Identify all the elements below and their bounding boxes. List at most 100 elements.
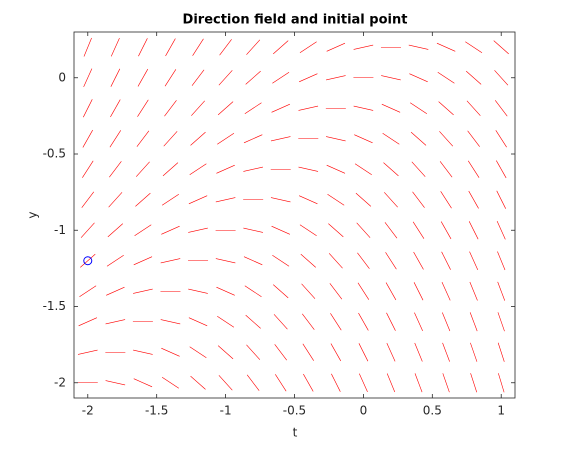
field-segment: [354, 163, 372, 176]
field-segment: [496, 221, 506, 240]
field-segment: [470, 342, 478, 362]
field-segment: [414, 373, 423, 393]
field-segment: [137, 99, 149, 117]
field-segment: [437, 71, 455, 84]
field-segment: [410, 102, 428, 115]
field-segment: [497, 281, 506, 301]
field-segment: [188, 195, 208, 205]
x-tick-label: -1: [220, 404, 232, 418]
field-segment: [272, 71, 290, 84]
field-segment: [217, 345, 234, 360]
field-segment: [497, 312, 505, 332]
field-segment: [246, 374, 260, 391]
field-segment: [270, 136, 291, 142]
field-segment: [189, 346, 207, 359]
field-segment: [215, 197, 236, 203]
field-segment: [275, 374, 287, 392]
field-segment: [106, 286, 125, 296]
field-segment: [246, 344, 261, 360]
field-segment: [191, 100, 205, 116]
field-segment: [273, 40, 289, 55]
field-segment: [439, 161, 453, 178]
field-segment: [469, 312, 478, 332]
field-segment: [161, 225, 180, 235]
field-segment: [134, 224, 152, 237]
field-segment: [386, 373, 396, 393]
y-tick-label: -1.5: [43, 299, 66, 313]
field-segment: [381, 75, 401, 81]
field-segment: [469, 251, 479, 270]
field-segment: [133, 256, 153, 266]
initial-point: [83, 256, 93, 266]
field-segment: [382, 132, 400, 145]
field-segment: [188, 288, 208, 294]
field-segment: [243, 166, 263, 172]
field-segment: [408, 44, 429, 50]
field-segment: [192, 38, 204, 56]
y-tick-label: -0.5: [43, 147, 66, 161]
x-tick-label: 1: [497, 404, 505, 418]
field-segment: [383, 162, 399, 177]
field-segment: [138, 38, 148, 57]
x-tick-label: -1.5: [145, 404, 168, 418]
field-segment: [80, 222, 95, 238]
field-segment: [80, 253, 96, 268]
field-segment: [494, 100, 508, 117]
field-segment: [217, 132, 235, 145]
field-segment: [497, 251, 506, 271]
field-segment: [136, 130, 150, 147]
field-segment: [105, 380, 126, 386]
field-segment: [106, 254, 124, 267]
field-segment: [218, 375, 233, 391]
field-segment: [216, 286, 235, 296]
field-segment: [493, 40, 509, 55]
field-segment: [109, 161, 122, 178]
field-segment: [440, 191, 452, 209]
field-segment: [81, 191, 95, 208]
field-segment: [189, 163, 207, 176]
x-tick-label: -0.5: [283, 404, 306, 418]
field-segment: [356, 222, 371, 238]
field-segment: [190, 131, 206, 146]
field-segment: [467, 160, 480, 178]
field-segment: [160, 258, 181, 264]
field-segment: [326, 42, 346, 52]
field-segment: [135, 161, 150, 177]
field-segment: [299, 41, 317, 54]
field-segment: [274, 344, 287, 361]
field-segment: [219, 39, 232, 56]
field-segment: [465, 41, 483, 54]
field-segment: [215, 258, 236, 264]
x-tick-label: 0.5: [423, 404, 442, 418]
field-segment: [137, 68, 149, 87]
field-segment: [107, 223, 124, 238]
x-axis-label: t: [293, 426, 298, 440]
field-segment: [326, 136, 346, 142]
field-segment: [411, 161, 426, 177]
field-segment: [469, 281, 478, 301]
field-segment: [188, 227, 208, 233]
field-segment: [303, 373, 314, 392]
field-segment: [353, 44, 374, 50]
field-segment: [108, 192, 123, 208]
y-tick-label: 0: [58, 70, 66, 84]
field-segment: [270, 197, 291, 203]
field-segment: [439, 131, 454, 147]
field-segment: [414, 312, 423, 331]
x-tick-label: -2: [82, 404, 94, 418]
field-segment: [386, 312, 396, 331]
field-segment: [329, 283, 343, 300]
field-segment: [467, 130, 480, 147]
field-segment: [300, 253, 316, 268]
field-segment: [410, 131, 427, 146]
field-segment: [191, 69, 205, 86]
field-segment: [82, 129, 93, 148]
field-segment: [83, 37, 92, 57]
field-segment: [498, 373, 505, 393]
field-segment: [162, 162, 179, 177]
field-segment: [353, 105, 374, 111]
field-segment: [271, 225, 290, 235]
field-segment: [82, 160, 94, 178]
field-segment: [110, 68, 121, 87]
